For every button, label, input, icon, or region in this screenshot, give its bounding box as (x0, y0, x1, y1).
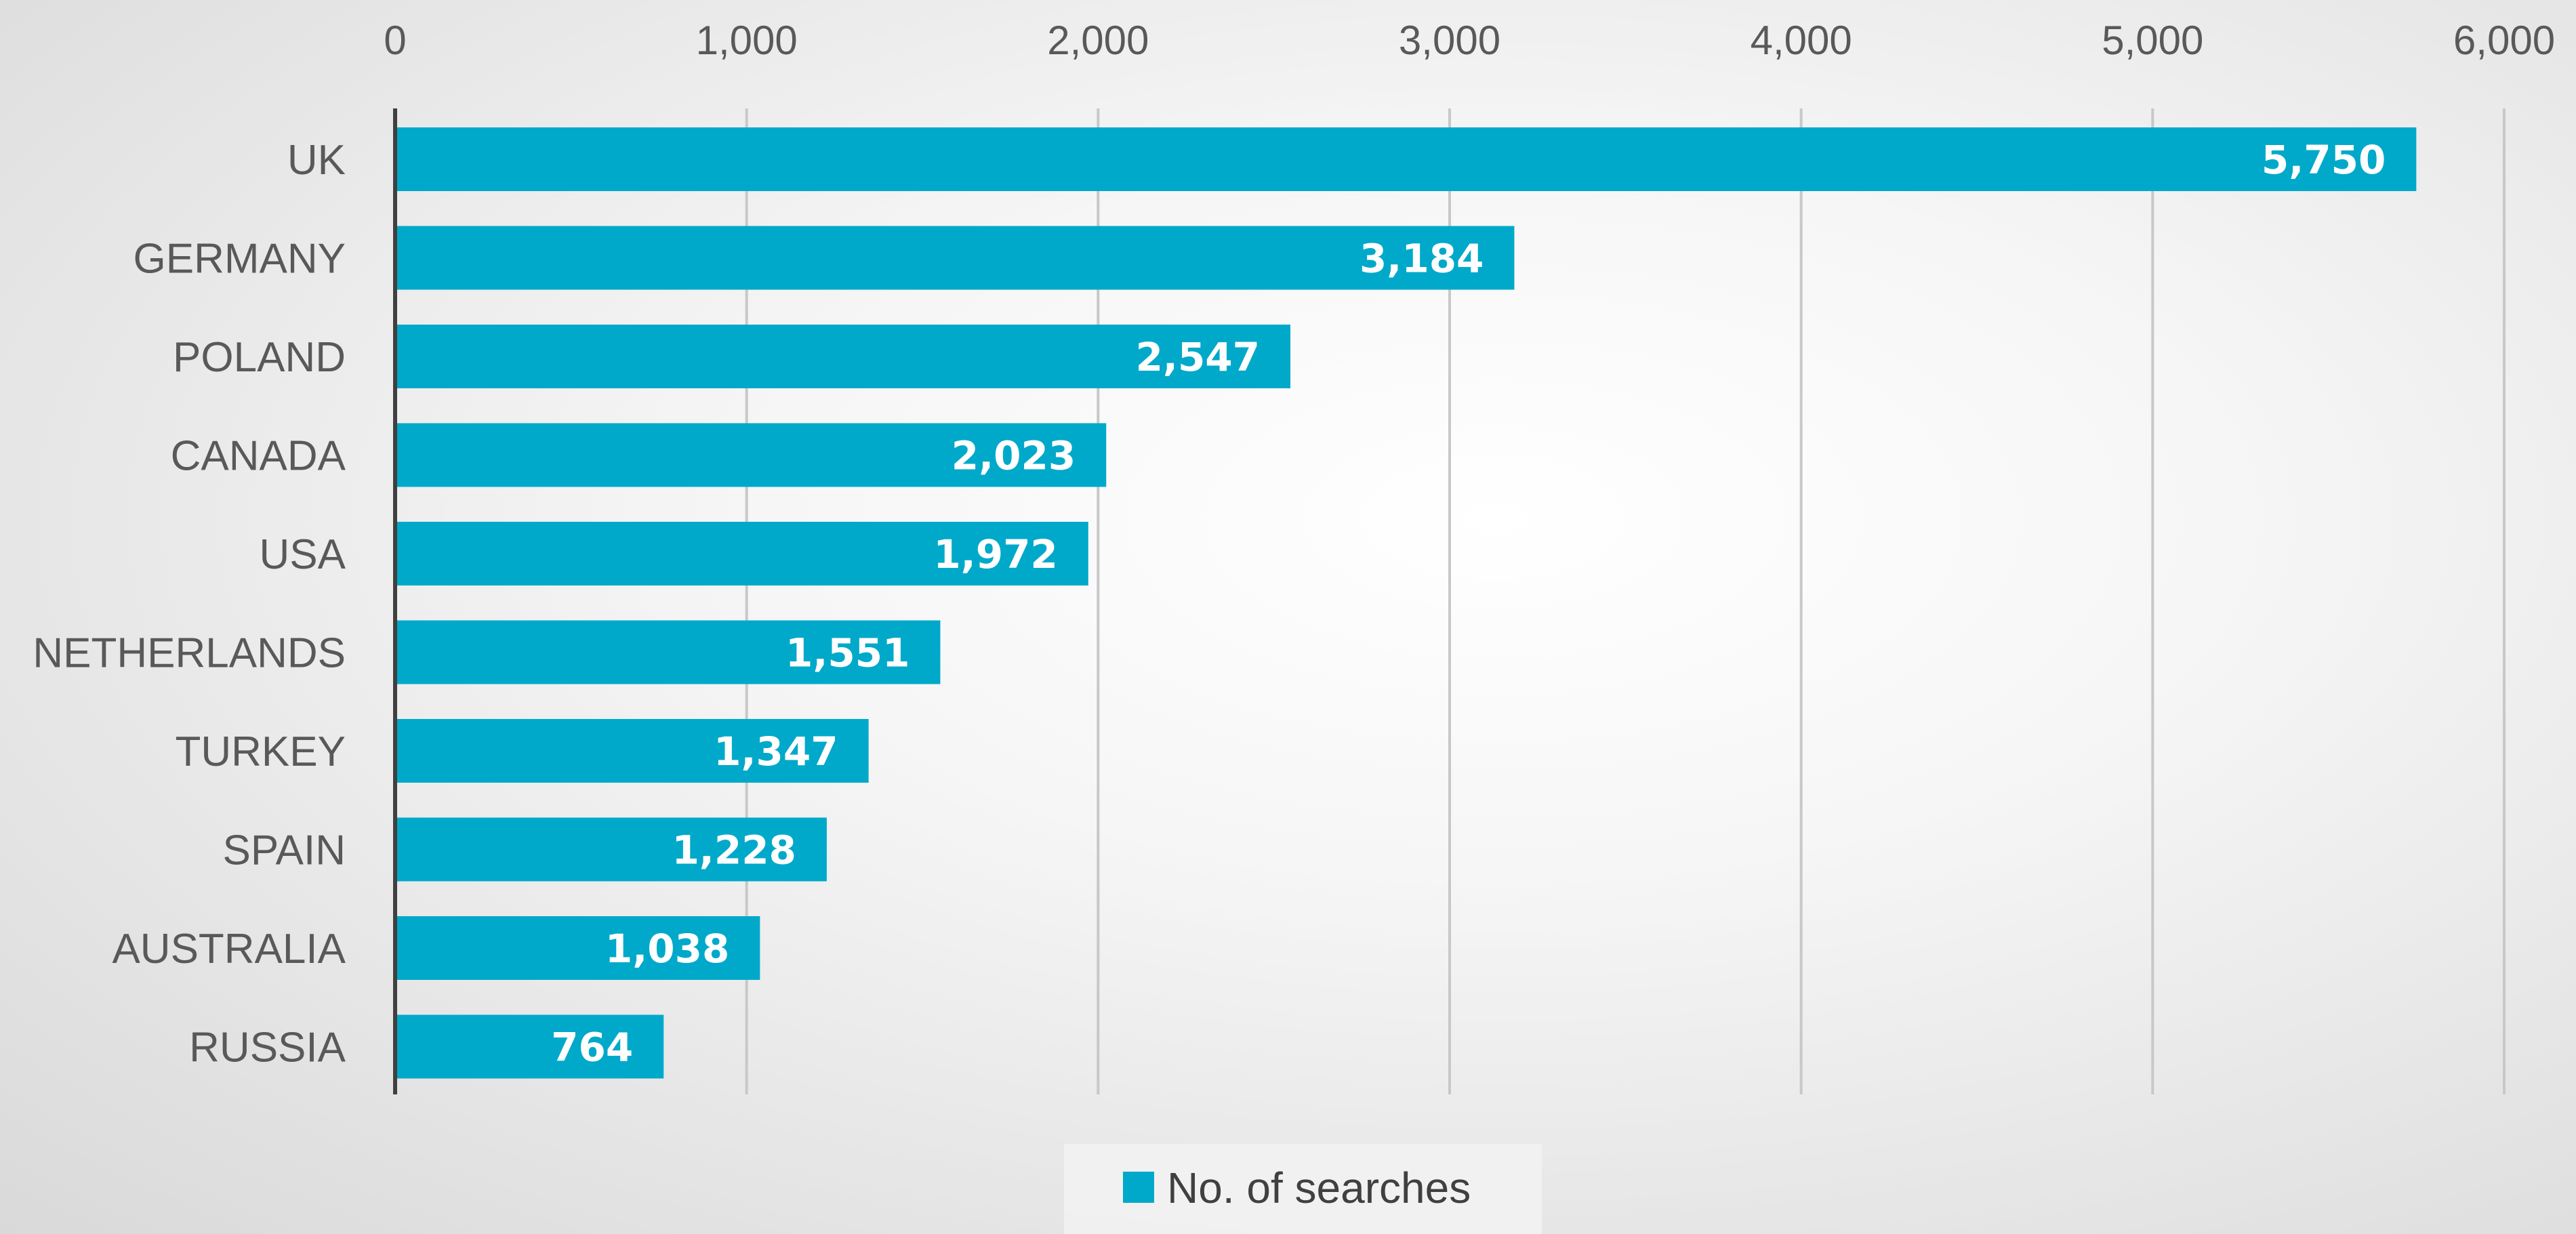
category-label: UK (287, 137, 346, 184)
data-label: 3,184 (1359, 236, 1484, 282)
data-label: 1,347 (714, 728, 838, 775)
data-label: 1,038 (605, 926, 729, 972)
labels: 0 1,000 2,000 3,000 4,000 5,000 6,000 UK 5,750 GE… (33, 18, 2555, 1071)
bar (395, 522, 1088, 585)
bar (395, 620, 941, 684)
legend-label: No. of searches (1167, 1164, 1471, 1212)
x-tick-label: 0 (384, 18, 406, 63)
bar (395, 325, 1291, 388)
x-tick-label: 4,000 (1751, 18, 1852, 63)
category-label: SPAIN (223, 827, 346, 874)
x-tick-label: 5,000 (2102, 18, 2203, 63)
data-label: 1,228 (672, 827, 796, 873)
x-tick-label: 2,000 (1047, 18, 1149, 63)
data-label: 764 (551, 1025, 633, 1071)
bar (395, 1014, 664, 1079)
category-label: CANADA (171, 433, 346, 480)
category-label: GERMANY (134, 236, 346, 283)
category-label: POLAND (173, 334, 346, 381)
bar (395, 719, 869, 783)
legend: No. of searches (1064, 1144, 1542, 1234)
data-label: 5,750 (2262, 137, 2386, 183)
bar (395, 127, 2417, 191)
data-label: 1,972 (933, 531, 1057, 577)
bar (395, 817, 827, 882)
category-label: USA (260, 531, 346, 578)
data-label: 2,023 (952, 433, 1076, 479)
category-label: TURKEY (176, 728, 346, 775)
category-label: NETHERLANDS (33, 630, 346, 677)
bar (395, 423, 1107, 487)
data-label: 2,547 (1136, 334, 1260, 380)
bar (395, 226, 1515, 290)
category-label: RUSSIA (189, 1025, 346, 1071)
bars (395, 127, 2417, 1079)
category-label: AUSTRALIA (112, 926, 346, 972)
x-tick-label: 1,000 (696, 18, 798, 63)
data-label: 1,551 (785, 630, 909, 676)
bar (395, 916, 760, 980)
legend-swatch (1123, 1172, 1154, 1203)
x-tick-label: 3,000 (1399, 18, 1500, 63)
x-tick-label: 6,000 (2453, 18, 2555, 63)
